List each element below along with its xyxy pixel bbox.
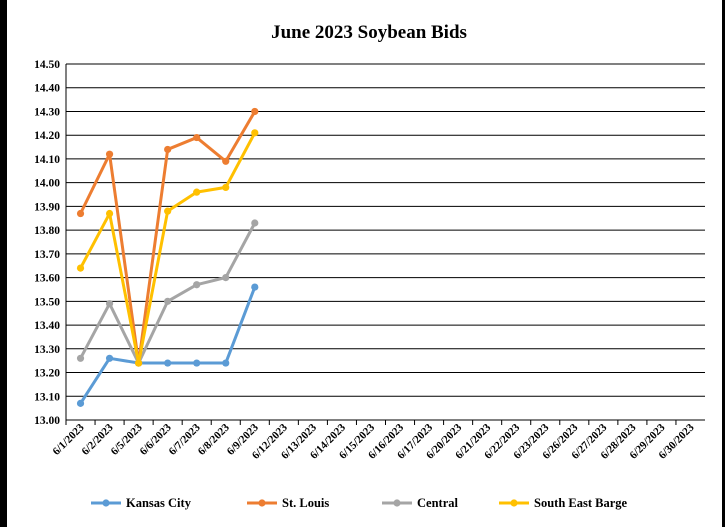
- data-point: [164, 145, 172, 154]
- legend-label: Central: [417, 496, 458, 510]
- x-axis-ticks: 6/1/20236/2/20236/5/20236/6/20236/7/2023…: [50, 420, 697, 462]
- y-tick-label: 13.80: [34, 225, 60, 237]
- y-tick-label: 14.20: [34, 130, 60, 142]
- y-tick-label: 14.10: [34, 154, 60, 166]
- y-tick-label: 14.00: [34, 178, 60, 190]
- y-tick-label: 13.10: [34, 391, 60, 403]
- legend-swatch-marker: [258, 499, 266, 507]
- y-tick-label: 13.70: [34, 249, 60, 261]
- y-tick-label: 13.30: [34, 344, 60, 356]
- y-tick-label: 13.00: [34, 415, 60, 427]
- data-point: [193, 188, 201, 196]
- data-point: [251, 129, 259, 137]
- y-axis-ticks: 13.00 13.10 13.20 13.30 13.40 13.50 13.60 13.70…: [34, 59, 60, 427]
- data-point: [251, 219, 259, 227]
- data-point: [76, 264, 85, 272]
- data-point: [251, 107, 259, 116]
- legend-swatch-marker: [510, 499, 518, 507]
- data-point: [193, 359, 201, 367]
- legend-label: St. Louis: [282, 496, 329, 510]
- data-point: [105, 209, 114, 218]
- y-tick-label: 14.50: [34, 59, 60, 71]
- legend-swatch-marker: [102, 499, 110, 507]
- legend-label: South East Barge: [534, 496, 628, 510]
- y-tick-label: 13.40: [34, 320, 60, 332]
- data-point: [193, 281, 201, 289]
- data-point: [76, 209, 85, 218]
- chart-title: June 2023 Soybean Bids: [271, 22, 467, 43]
- legend-label: Kansas City: [126, 496, 192, 510]
- data-point: [251, 283, 259, 291]
- data-point: [222, 183, 230, 192]
- data-point: [193, 133, 201, 142]
- legend-swatch-marker: [393, 499, 401, 507]
- series-line: [79, 222, 257, 365]
- data-point: [105, 354, 114, 362]
- y-tick-label: 13.20: [34, 368, 60, 380]
- series-lines: [76, 107, 259, 407]
- data-point: [222, 359, 230, 367]
- y-tick-label: 14.40: [34, 83, 60, 95]
- data-point: [164, 207, 172, 215]
- data-point: [76, 399, 85, 407]
- data-point: [76, 354, 85, 362]
- y-tick-label: 13.90: [34, 201, 60, 213]
- line-chart: June 2023 Soybean Bids 13.0013.1013.2013…: [34, 22, 705, 510]
- y-tick-label: 13.60: [34, 273, 60, 285]
- data-point: [105, 150, 114, 158]
- data-point: [135, 359, 143, 367]
- data-point: [222, 274, 230, 282]
- y-tick-label: 14.30: [34, 106, 60, 118]
- chart-frame: June 2023 Soybean Bids 13.00 13.10 13.20 13…: [7, 0, 722, 527]
- data-point: [222, 157, 230, 165]
- y-tick-label: 13.50: [34, 296, 60, 308]
- data-point: [164, 359, 172, 367]
- legend: Kansas City St. Louis Central South East Ba…: [91, 496, 628, 510]
- grid-lines: [65, 63, 705, 421]
- data-point: [164, 297, 172, 305]
- data-point: [105, 300, 114, 308]
- series-line: [79, 132, 257, 365]
